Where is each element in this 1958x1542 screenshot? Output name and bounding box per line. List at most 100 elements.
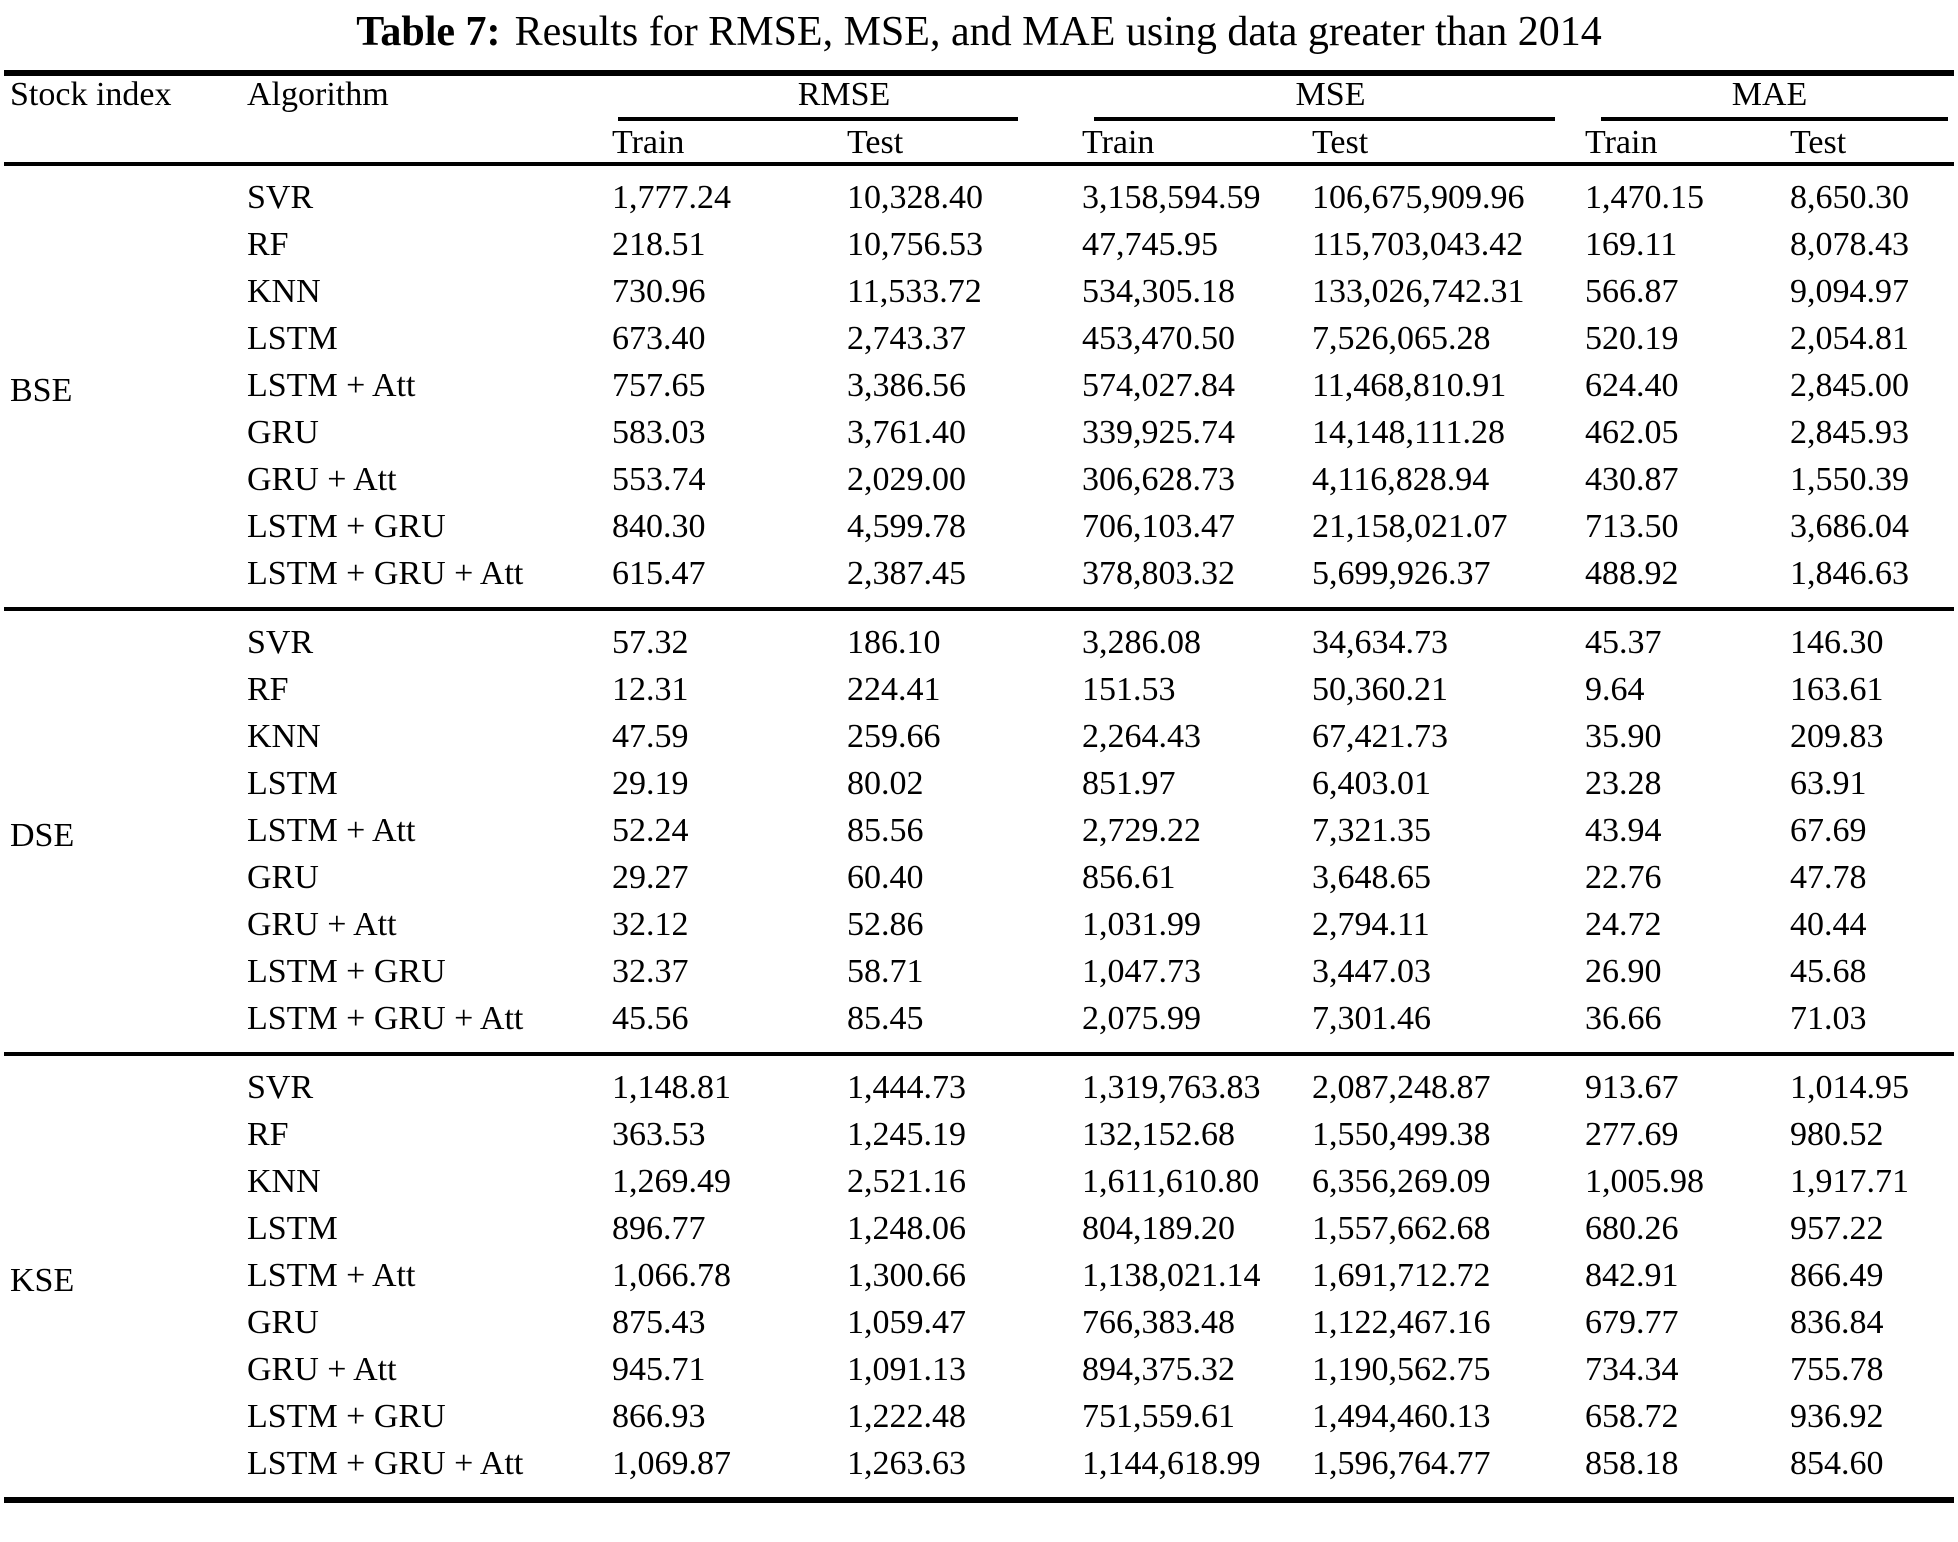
value-mae-test: 47.78	[1790, 859, 1867, 896]
table-row: LSTM 673.40 2,743.37 453,470.50 7,526,065.28…	[4, 315, 1954, 362]
group-underline-row	[4, 114, 1954, 124]
value-mse-train: 47,745.95	[1082, 226, 1218, 263]
value-rmse-test: 2,387.45	[847, 555, 966, 592]
value-rmse-test: 186.10	[847, 624, 941, 661]
col-header-mae-train: Train	[1585, 124, 1658, 161]
value-mae-train: 679.77	[1585, 1304, 1679, 1341]
value-mse-test: 7,321.35	[1312, 812, 1431, 849]
value-mae-test: 209.83	[1790, 718, 1884, 755]
value-mae-test: 63.91	[1790, 765, 1867, 802]
table-row: KSE SVR 1,148.81 1,444.73 1,319,763.83 2,087,…	[4, 1054, 1954, 1299]
table-row: KNN 47.59 259.66 2,264.43 67,421.73 35.90 209.…	[4, 713, 1954, 760]
value-mae-test: 3,686.04	[1790, 508, 1910, 545]
value-mae-test: 1,846.63	[1790, 555, 1910, 592]
value-mae-test: 2,845.00	[1790, 367, 1910, 404]
table-row: LSTM + GRU + Att 1,069.87 1,263.63 1,144,61…	[4, 1440, 1954, 1500]
value-mae-train: 734.34	[1585, 1351, 1679, 1388]
value-mse-test: 1,596,764.77	[1312, 1445, 1491, 1482]
value-mse-test: 3,447.03	[1312, 953, 1431, 990]
value-mae-train: 913.67	[1585, 1069, 1679, 1106]
value-rmse-train: 553.74	[612, 461, 706, 498]
value-mse-train: 2,264.43	[1082, 718, 1201, 755]
group-header-row: Stock index Algorithm RMSE MSE MAE	[4, 73, 1954, 114]
value-rmse-train: 47.59	[612, 718, 689, 755]
value-mse-train: 856.61	[1082, 859, 1176, 896]
algorithm-label: KNN	[247, 1163, 321, 1200]
value-rmse-train: 896.77	[612, 1210, 706, 1247]
col-header-mse-train: Train	[1082, 124, 1155, 161]
value-mae-test: 9,094.97	[1790, 273, 1910, 310]
table-row: LSTM + GRU 840.30 4,599.78 706,103.47 21,158…	[4, 503, 1954, 550]
value-mae-train: 24.72	[1585, 906, 1662, 943]
value-mae-train: 35.90	[1585, 718, 1662, 755]
table-row: GRU 29.27 60.40 856.61 3,648.65 22.76 47.78	[4, 854, 1954, 901]
algorithm-label: GRU + Att	[247, 1351, 397, 1388]
value-mse-train: 378,803.32	[1082, 555, 1235, 592]
table-row: LSTM + Att 1,066.78 1,300.66 1,138,021.14 1,…	[4, 1252, 1954, 1299]
value-rmse-test: 11,533.72	[847, 273, 982, 310]
value-mae-test: 755.78	[1790, 1351, 1884, 1388]
algorithm-label: GRU + Att	[247, 461, 397, 498]
value-mse-train: 804,189.20	[1082, 1210, 1235, 1247]
value-mse-test: 21,158,021.07	[1312, 508, 1508, 545]
value-rmse-test: 10,328.40	[847, 179, 983, 216]
value-mae-test: 71.03	[1790, 1000, 1867, 1037]
value-mse-train: 3,158,594.59	[1082, 179, 1261, 216]
value-rmse-train: 730.96	[612, 273, 706, 310]
section-bse: BSE SVR 1,777.24 10,328.40 3,158,594.59 106,6…	[4, 164, 1954, 609]
value-mse-train: 1,047.73	[1082, 953, 1201, 990]
value-rmse-train: 57.32	[612, 624, 689, 661]
value-rmse-test: 1,300.66	[847, 1257, 966, 1294]
value-rmse-test: 2,521.16	[847, 1163, 966, 1200]
value-mse-train: 534,305.18	[1082, 273, 1235, 310]
value-rmse-test: 259.66	[847, 718, 941, 755]
table-row: LSTM + Att 52.24 85.56 2,729.22 7,321.35 43.9…	[4, 807, 1954, 854]
value-mae-train: 658.72	[1585, 1398, 1679, 1435]
value-rmse-train: 45.56	[612, 1000, 689, 1037]
algorithm-label: LSTM	[247, 320, 338, 357]
value-rmse-train: 29.27	[612, 859, 689, 896]
value-mse-train: 453,470.50	[1082, 320, 1235, 357]
value-mse-test: 133,026,742.31	[1312, 273, 1525, 310]
col-group-mse: MSE	[1295, 76, 1366, 113]
value-rmse-train: 52.24	[612, 812, 689, 849]
value-rmse-train: 757.65	[612, 367, 706, 404]
value-mse-test: 4,116,828.94	[1312, 461, 1490, 498]
algorithm-label: LSTM + GRU + Att	[247, 555, 524, 592]
value-mae-train: 43.94	[1585, 812, 1662, 849]
algorithm-label: GRU	[247, 1304, 319, 1341]
mse-underline-rule	[1094, 117, 1556, 121]
value-mse-test: 1,122,467.16	[1312, 1304, 1491, 1341]
algorithm-label: RF	[247, 1116, 289, 1153]
value-mse-train: 151.53	[1082, 671, 1176, 708]
value-rmse-test: 1,263.63	[847, 1445, 966, 1482]
table-row: LSTM 29.19 80.02 851.97 6,403.01 23.28 63.91	[4, 760, 1954, 807]
results-table: Stock index Algorithm RMSE MSE MAE Train…	[4, 70, 1955, 1503]
value-mae-train: 1,005.98	[1585, 1163, 1705, 1200]
value-mae-train: 45.37	[1585, 624, 1662, 661]
algorithm-label: LSTM + Att	[247, 1257, 416, 1294]
value-mae-train: 430.87	[1585, 461, 1679, 498]
value-mse-test: 11,468,810.91	[1312, 367, 1507, 404]
table-row: DSE SVR 57.32 186.10 3,286.08 34,634.73 45.37 1…	[4, 609, 1954, 854]
table-caption: Table 7: Results for RMSE, MSE, and MAE u…	[0, 0, 1958, 70]
value-rmse-test: 80.02	[847, 765, 924, 802]
algorithm-label: LSTM + GRU	[247, 508, 446, 545]
value-rmse-train: 32.37	[612, 953, 689, 990]
mae-underline-rule	[1601, 117, 1949, 121]
value-mae-train: 488.92	[1585, 555, 1679, 592]
algorithm-label: GRU	[247, 859, 319, 896]
table-row: GRU + Att 553.74 2,029.00 306,628.73 4,116,8…	[4, 456, 1954, 503]
value-rmse-train: 32.12	[612, 906, 689, 943]
algorithm-label: KNN	[247, 273, 321, 310]
value-mse-train: 894,375.32	[1082, 1351, 1235, 1388]
value-mse-test: 1,190,562.75	[1312, 1351, 1491, 1388]
algorithm-label: LSTM	[247, 1210, 338, 1247]
value-rmse-train: 363.53	[612, 1116, 706, 1153]
value-mae-test: 8,650.30	[1790, 179, 1910, 216]
algorithm-label: SVR	[247, 179, 314, 216]
table-row: KNN 730.96 11,533.72 534,305.18 133,026,742.…	[4, 268, 1954, 315]
value-mse-train: 1,611,610.80	[1082, 1163, 1260, 1200]
value-rmse-test: 2,743.37	[847, 320, 966, 357]
